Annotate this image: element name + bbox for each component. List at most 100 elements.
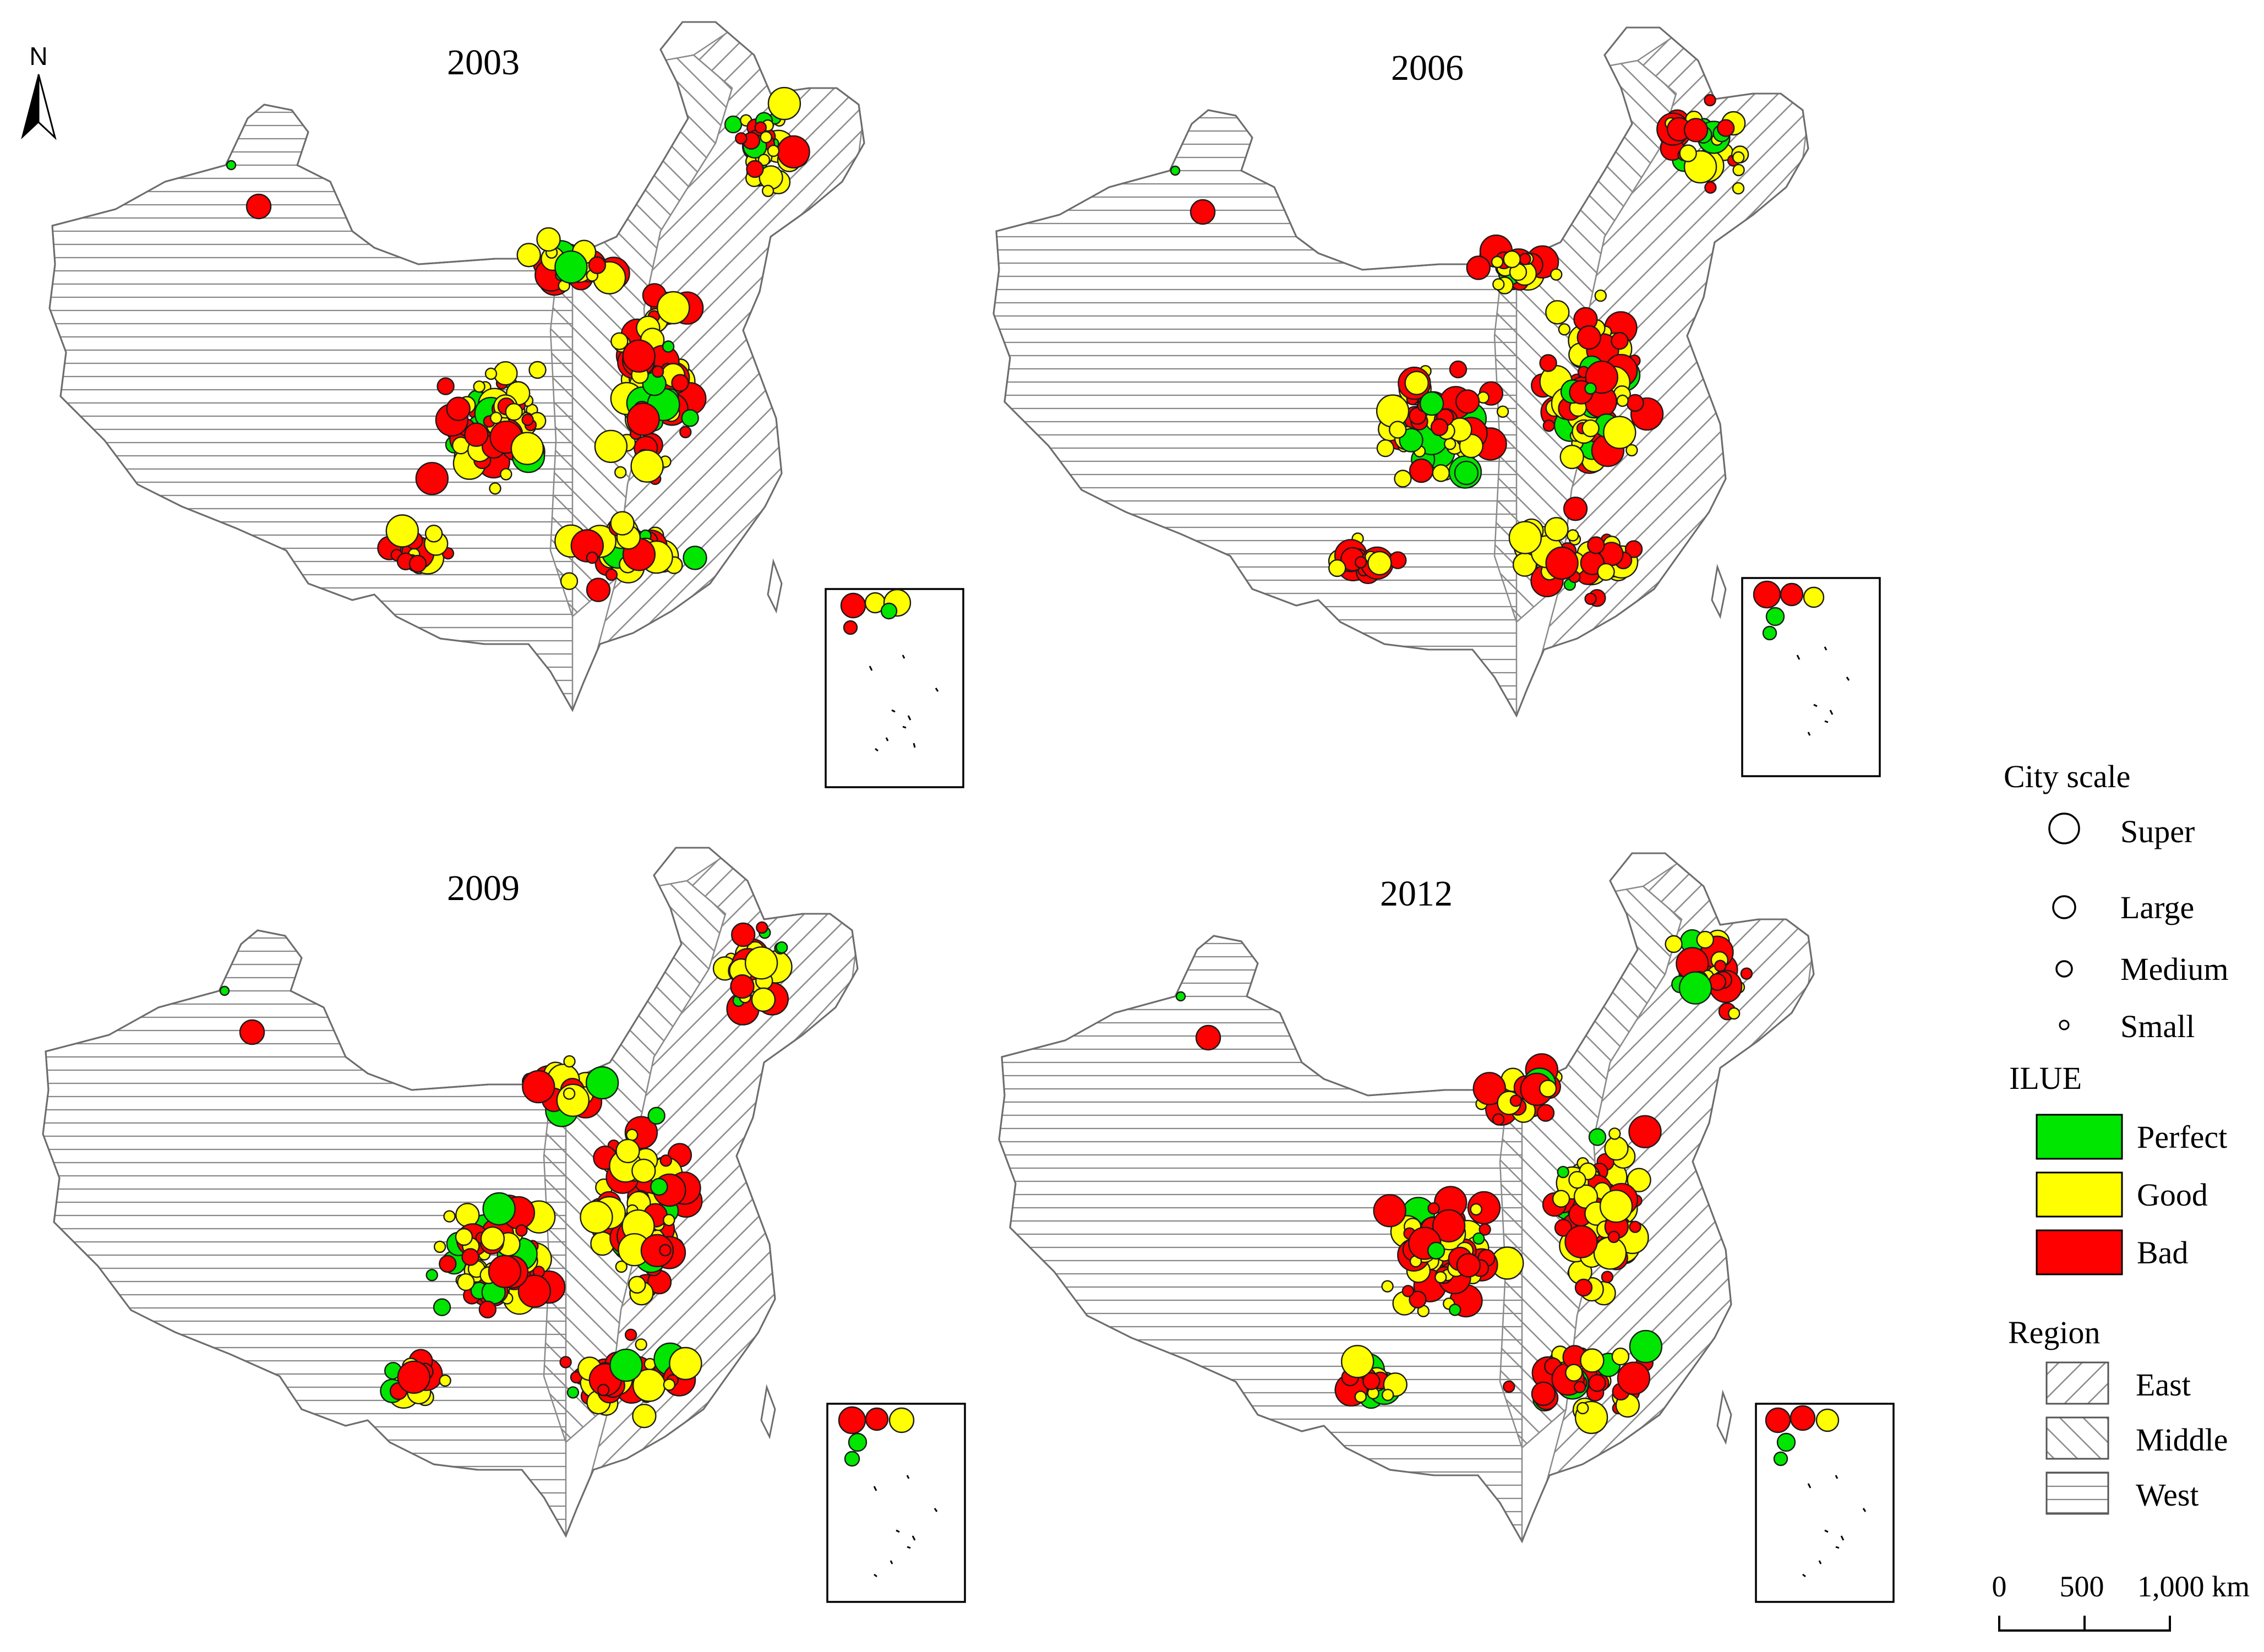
city-marker xyxy=(754,121,767,134)
city-markers xyxy=(226,86,810,602)
city-marker xyxy=(681,409,699,427)
city-marker xyxy=(1550,268,1563,281)
map-panel-2006: 2006 xyxy=(992,26,1881,777)
city-marker xyxy=(1617,1361,1651,1395)
north-arrow-icon: N xyxy=(21,42,57,140)
city-marker xyxy=(1558,323,1571,336)
taiwan-island xyxy=(1711,564,1727,619)
city-marker xyxy=(1456,1253,1481,1278)
city-marker xyxy=(1696,930,1715,949)
legend-city-scale-title: City scale xyxy=(2004,759,2130,794)
city-marker xyxy=(683,546,707,570)
city-marker xyxy=(484,367,498,380)
city-marker xyxy=(1625,444,1638,457)
city-marker xyxy=(1536,1104,1555,1122)
city-marker xyxy=(679,426,692,439)
city-marker xyxy=(1573,1381,1586,1393)
city-marker xyxy=(1588,1374,1606,1392)
city-marker xyxy=(610,511,635,536)
city-marker xyxy=(219,985,230,996)
city-marker xyxy=(1580,1348,1605,1373)
city-marker xyxy=(1594,289,1607,302)
city-marker xyxy=(640,1234,674,1267)
legend-region-middle: Middle xyxy=(2136,1422,2228,1458)
city-marker xyxy=(597,1383,610,1397)
city-marker xyxy=(1449,1304,1461,1316)
city-marker xyxy=(669,1346,702,1381)
city-marker xyxy=(588,256,607,274)
city-marker xyxy=(585,1066,619,1100)
city-marker xyxy=(1503,250,1521,269)
city-marker xyxy=(1597,563,1615,581)
map-panel-2009: 2009 xyxy=(42,847,966,1603)
city-marker xyxy=(1683,118,1709,143)
map-panel-2012: 2012 xyxy=(998,852,1895,1603)
city-marker xyxy=(1545,300,1570,325)
city-marker xyxy=(1584,382,1597,395)
city-marker xyxy=(1576,325,1601,350)
city-marker xyxy=(1545,546,1579,580)
city-marker xyxy=(1509,1094,1523,1107)
city-marker xyxy=(1496,405,1509,418)
city-markers xyxy=(1170,94,1749,607)
city-marker xyxy=(1629,1329,1663,1364)
city-marker xyxy=(490,411,503,424)
city-marker xyxy=(433,1240,446,1253)
panel-year-title: 2012 xyxy=(1380,874,1453,914)
west-region xyxy=(999,853,1523,1541)
city-marker xyxy=(455,1203,480,1228)
city-marker xyxy=(647,1106,665,1125)
city-marker xyxy=(1503,1380,1515,1393)
city-marker xyxy=(516,243,541,268)
city-marker xyxy=(1362,1372,1381,1391)
city-marker xyxy=(1679,144,1697,162)
city-marker xyxy=(1454,460,1479,486)
city-marker xyxy=(614,466,627,479)
city-marker xyxy=(663,1214,675,1226)
scale-label-500: 500 xyxy=(2060,1570,2104,1603)
city-marker xyxy=(625,1128,639,1141)
city-marker xyxy=(461,1248,479,1266)
city-marker xyxy=(1611,1348,1630,1366)
city-marker xyxy=(1190,199,1216,225)
city-marker xyxy=(554,250,588,284)
city-marker xyxy=(777,135,810,169)
legend-scale-super: Super xyxy=(2120,814,2195,849)
city-marker xyxy=(563,1087,576,1100)
legend-region-title: Region xyxy=(2008,1315,2101,1350)
city-marker xyxy=(622,339,656,373)
city-marker xyxy=(510,432,544,465)
south-china-sea-inset xyxy=(1741,577,1881,777)
city-marker xyxy=(628,1275,646,1294)
city-marker xyxy=(1427,1241,1445,1260)
city-marker xyxy=(455,1228,473,1246)
city-marker xyxy=(385,514,419,548)
city-marker xyxy=(415,462,449,495)
city-marker xyxy=(609,1348,643,1382)
city-marker xyxy=(521,413,534,426)
city-marker xyxy=(522,1070,555,1104)
city-marker xyxy=(408,554,427,573)
city-marker xyxy=(662,340,675,353)
city-marker xyxy=(1195,1024,1221,1051)
legend-scale-large: Large xyxy=(2120,890,2194,925)
city-marker xyxy=(1611,332,1629,350)
city-marker xyxy=(1544,517,1569,542)
city-marker xyxy=(730,974,755,999)
city-marker xyxy=(439,1374,451,1387)
city-marker xyxy=(1608,1127,1621,1140)
city-marker xyxy=(1564,1225,1598,1258)
city-marker xyxy=(1373,1194,1406,1228)
city-marker xyxy=(246,193,272,220)
city-marker xyxy=(744,946,778,980)
legend-ilue-bad: Bad xyxy=(2137,1235,2188,1271)
city-marker xyxy=(1732,151,1745,164)
scale-label-1000: 1,000 km xyxy=(2137,1570,2250,1603)
city-marker xyxy=(605,568,618,581)
city-marker xyxy=(746,160,764,178)
city-marker xyxy=(482,1192,516,1226)
west-region xyxy=(43,848,567,1536)
city-marker xyxy=(761,184,774,197)
panel-year-title: 2006 xyxy=(1391,48,1464,88)
legend-region-east: East xyxy=(2136,1367,2191,1403)
